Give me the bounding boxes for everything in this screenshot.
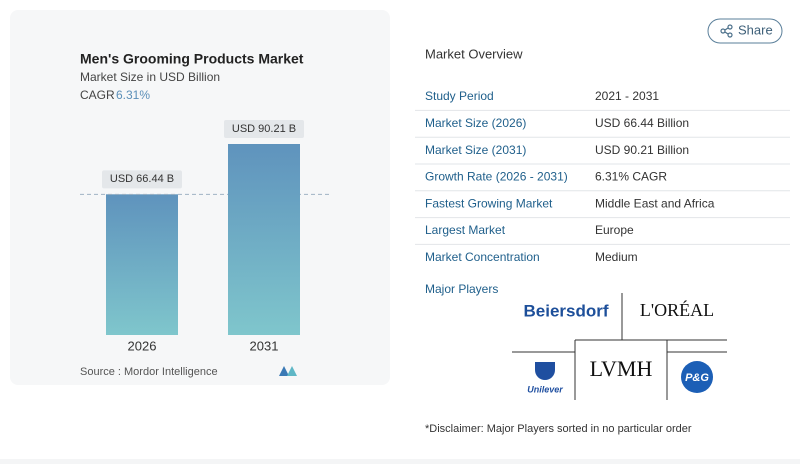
- row-value: 6.31% CAGR: [595, 170, 667, 184]
- share-label[interactable]: Share: [738, 22, 773, 37]
- row-label: Study Period: [425, 89, 494, 103]
- share-icon: [720, 24, 733, 38]
- cagr-value: 6.31%: [116, 88, 150, 102]
- player-logo: Unilever: [527, 384, 563, 394]
- unilever-mark: [535, 362, 555, 380]
- source: Source : Mordor Intelligence: [80, 366, 218, 378]
- row-value: USD 90.21 Billion: [595, 143, 689, 157]
- row-value: Medium: [595, 250, 638, 264]
- x-tick-label: 2026: [128, 338, 157, 353]
- chart-title: Men's Grooming Products Market: [80, 51, 304, 67]
- chart-subtitle: Market Size in USD Billion: [80, 70, 220, 84]
- row-label: Market Size (2031): [425, 143, 526, 157]
- bar: [106, 194, 178, 335]
- player-logo: L'ORÉAL: [640, 299, 714, 320]
- row-value: Middle East and Africa: [595, 196, 715, 210]
- pg-logo-circle: [681, 361, 713, 393]
- row-label: Market Concentration: [425, 250, 540, 264]
- mordor-logo: [279, 366, 297, 376]
- value-label: USD 90.21 B: [232, 123, 296, 135]
- row-value: USD 66.44 Billion: [595, 116, 689, 130]
- share-button[interactable]: [707, 18, 783, 44]
- player-logo: LVMH: [590, 356, 653, 381]
- disclaimer: *Disclaimer: Major Players sorted in no …: [425, 423, 692, 435]
- x-tick-label: 2031: [250, 338, 279, 353]
- bar: [228, 144, 300, 335]
- row-label: Largest Market: [425, 223, 506, 237]
- row-value: 2021 - 2031: [595, 89, 659, 103]
- cagr-label: CAGR: [80, 88, 115, 102]
- row-label: Market Size (2026): [425, 116, 526, 130]
- players-title: Major Players: [425, 282, 498, 296]
- value-label-box: [102, 170, 182, 189]
- row-label: Growth Rate (2026 - 2031): [425, 170, 568, 184]
- row-value: Europe: [595, 223, 634, 237]
- row-label: Fastest Growing Market: [425, 196, 553, 210]
- value-label: USD 66.44 B: [110, 173, 174, 185]
- overview-title: Market Overview: [425, 46, 523, 61]
- player-logo: Beiersdorf: [523, 301, 608, 320]
- value-label-box: [224, 120, 304, 138]
- player-logo: P&G: [685, 372, 709, 384]
